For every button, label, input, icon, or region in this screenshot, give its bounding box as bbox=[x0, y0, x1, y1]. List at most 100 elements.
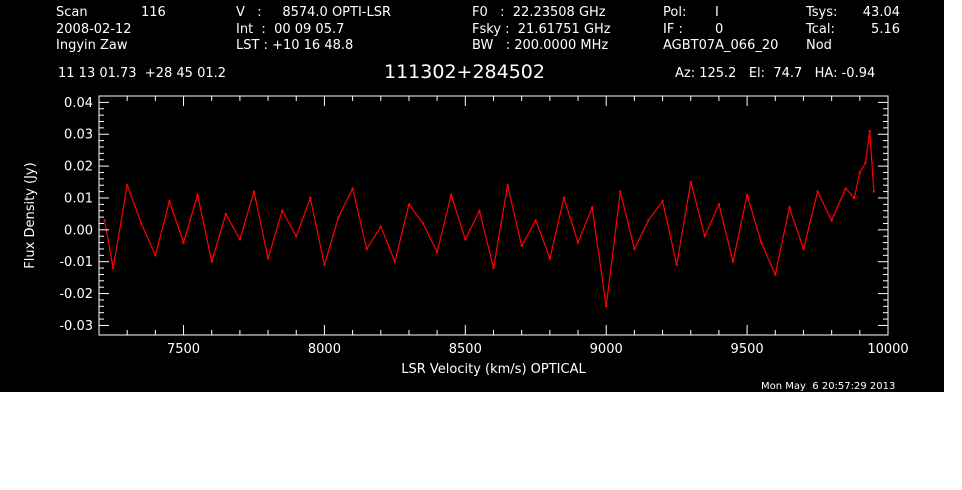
x-axis-label: LSR Velocity (km/s) OPTICAL bbox=[401, 362, 586, 377]
y-tick-label: -0.03 bbox=[59, 319, 93, 334]
data-point bbox=[252, 190, 256, 193]
data-point bbox=[576, 241, 580, 244]
x-tick-label: 8000 bbox=[308, 342, 341, 357]
data-point bbox=[210, 260, 213, 263]
data-point bbox=[633, 247, 636, 251]
data-point bbox=[689, 180, 692, 184]
y-tick-label: 0.04 bbox=[64, 96, 93, 111]
data-point bbox=[182, 241, 185, 244]
data-point bbox=[760, 241, 763, 244]
data-point bbox=[365, 247, 368, 251]
x-tick-label: 9000 bbox=[590, 342, 623, 357]
data-point bbox=[421, 222, 425, 225]
data-point bbox=[868, 129, 871, 133]
data-point bbox=[562, 196, 566, 200]
data-point bbox=[858, 171, 861, 174]
data-point bbox=[605, 305, 608, 308]
data-point bbox=[196, 193, 199, 196]
data-point bbox=[788, 206, 791, 209]
data-point bbox=[853, 196, 856, 200]
data-point bbox=[435, 250, 439, 254]
data-point bbox=[675, 263, 678, 267]
x-tick-label: 8500 bbox=[449, 342, 482, 357]
sky-frequency: Fsky : 21.61751 GHz bbox=[472, 22, 611, 37]
data-point bbox=[492, 266, 495, 270]
data-point bbox=[864, 161, 867, 165]
y-tick-label: 0.03 bbox=[64, 128, 93, 143]
data-point bbox=[844, 187, 847, 190]
data-point bbox=[661, 200, 664, 203]
series-line-0 bbox=[104, 131, 875, 307]
data-point bbox=[830, 219, 833, 222]
scan-label: Scan bbox=[56, 5, 88, 20]
data-point bbox=[407, 203, 411, 206]
plot-timestamp: Mon May 6 20:57:29 2013 bbox=[761, 381, 896, 392]
y-tick-label: 0.00 bbox=[64, 223, 93, 238]
data-point bbox=[745, 193, 749, 196]
data-point bbox=[464, 238, 467, 241]
data-point bbox=[351, 187, 354, 190]
procedure-name: Nod bbox=[806, 38, 832, 53]
data-point bbox=[154, 254, 157, 257]
bandwidth: BW : 200.0000 MHz bbox=[472, 38, 609, 53]
az-el-ha-readout: Az: 125.2 El: 74.7 HA: -0.94 bbox=[675, 66, 876, 81]
y-tick-label: 0.02 bbox=[64, 160, 93, 175]
tsys-value: 43.04 bbox=[862, 5, 900, 20]
data-point bbox=[506, 184, 509, 187]
tsys-label: Tsys: bbox=[806, 5, 838, 20]
x-tick-label: 10000 bbox=[867, 342, 908, 357]
data-point bbox=[548, 257, 552, 260]
data-point bbox=[450, 193, 453, 196]
x-tick-label: 9500 bbox=[731, 342, 764, 357]
data-point bbox=[126, 184, 129, 187]
data-point bbox=[872, 190, 876, 193]
integration-time: Int : 00 09 05.7 bbox=[236, 22, 345, 37]
data-point bbox=[647, 219, 650, 222]
observation-date: 2008-02-12 bbox=[56, 22, 132, 37]
plot-frame bbox=[98, 95, 889, 336]
scan-number: 116 bbox=[141, 5, 166, 20]
data-point bbox=[802, 247, 805, 251]
y-tick-label: 0.01 bbox=[64, 191, 93, 206]
source-coordinates: 11 13 01.73 +28 45 01.2 bbox=[58, 66, 227, 81]
rest-frequency: F0 : 22.23508 GHz bbox=[472, 5, 606, 20]
data-point bbox=[238, 238, 242, 241]
data-point bbox=[281, 209, 284, 212]
data-point bbox=[295, 235, 298, 238]
project-id: AGBT07A_066_20 bbox=[663, 38, 779, 53]
source-name: 111302+284502 bbox=[384, 61, 545, 83]
data-point bbox=[266, 257, 270, 260]
observer-name: Ingyin Zaw bbox=[56, 38, 128, 53]
y-axis-label: Flux Density (Jy) bbox=[23, 162, 38, 268]
x-tick-label: 7500 bbox=[167, 342, 200, 357]
source-velocity: V : 8574.0 OPTI-LSR bbox=[236, 5, 392, 20]
data-point bbox=[774, 273, 777, 276]
data-point bbox=[590, 206, 594, 209]
spectrum-chart: 7500 8000 8500 9000 9500 10000 -0.03 -0.02 -0.01… bbox=[23, 95, 909, 377]
tcal-label: Tcal: bbox=[806, 22, 835, 37]
data-point bbox=[393, 260, 397, 263]
data-point bbox=[520, 244, 523, 247]
data-point bbox=[379, 225, 382, 228]
if-value: 0 bbox=[715, 22, 724, 37]
data-point bbox=[534, 219, 537, 222]
data-point bbox=[731, 260, 735, 263]
data-point bbox=[140, 222, 143, 225]
y-tick-label: -0.01 bbox=[59, 255, 93, 270]
data-point bbox=[703, 235, 706, 238]
lst-readout: LST : +10 16 48.8 bbox=[236, 38, 354, 53]
tcal-value: 5.16 bbox=[871, 22, 900, 37]
data-point bbox=[478, 209, 481, 212]
if-label: IF : bbox=[663, 22, 683, 37]
plot-panel: Scan 116 2008-02-12 Ingyin Zaw V : 8574.… bbox=[0, 0, 944, 392]
data-point bbox=[103, 219, 106, 222]
data-point bbox=[168, 200, 171, 203]
data-point bbox=[816, 190, 819, 193]
data-point bbox=[337, 215, 340, 219]
polarization-label: Pol: bbox=[663, 5, 687, 20]
data-point bbox=[323, 263, 326, 267]
polarization-value: I bbox=[715, 5, 719, 20]
data-point bbox=[111, 266, 115, 270]
data-point bbox=[224, 212, 227, 216]
